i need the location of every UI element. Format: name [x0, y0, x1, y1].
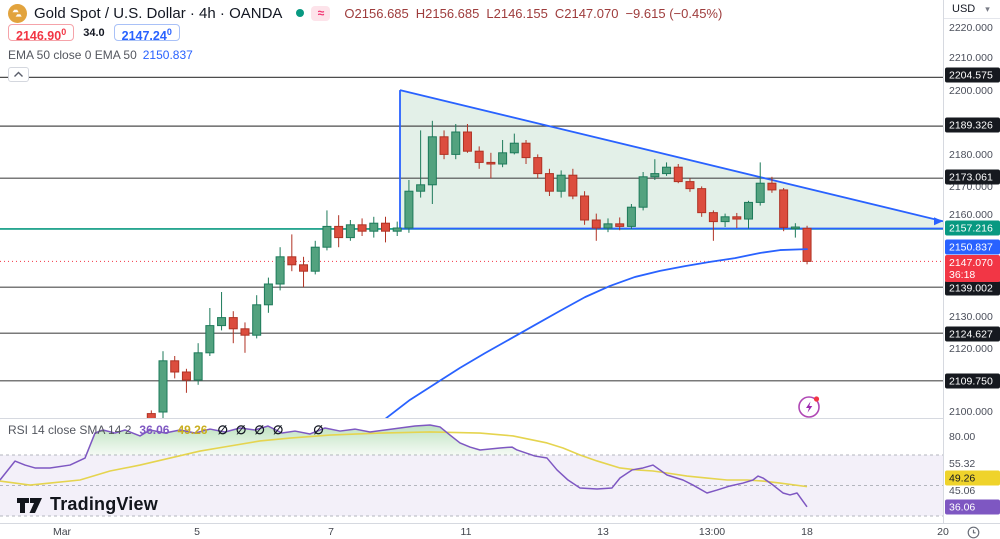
chevron-up-icon: [14, 71, 23, 77]
price-badge: 2189.326: [945, 117, 1000, 133]
collapse-legend-button[interactable]: [8, 67, 29, 82]
ema-legend-value: 2150.837: [142, 48, 193, 62]
price-badge: 2124.627: [945, 326, 1000, 342]
rsi-legend[interactable]: RSI 14 close SMA 14 2 36.06 49.26 ∅ ∅ ∅ ∅ ∅: [8, 423, 324, 437]
market-status-dot[interactable]: [296, 9, 305, 17]
chevron-down-icon: ▾: [985, 3, 990, 14]
tradingview-logo-text: TradingView: [50, 494, 158, 514]
price-badge: 2204.575: [945, 67, 1000, 83]
forecast-icon[interactable]: ≈: [311, 5, 331, 21]
symbol-title[interactable]: Gold Spot / U.S. Dollar · 4h · OANDA: [34, 4, 283, 22]
price-axis-label: 2200.000: [949, 85, 993, 97]
time-axis-label: Mar: [52, 526, 72, 538]
rsi-legend-values: 36.06 49.26 ∅ ∅ ∅ ∅ ∅: [139, 423, 323, 437]
sell-button[interactable]: 2146.900: [8, 24, 75, 43]
rsi-legend-value: ∅: [235, 423, 247, 437]
flash-alert-button[interactable]: [797, 394, 822, 419]
main-chart[interactable]: [0, 0, 943, 523]
time-axis-label: 18: [801, 526, 813, 538]
price-axis-label: 2210.000: [949, 52, 993, 64]
price-badge: 49.26: [945, 470, 1000, 486]
last-price-badge: 2147.070 36:18: [945, 255, 1000, 282]
rsi-legend-value: ∅: [254, 423, 265, 437]
ohlc-change: −9.615 (−0.45%): [625, 5, 723, 21]
spread-value: 34.0: [83, 26, 105, 39]
ohlc-close: C2147.070: [554, 5, 619, 21]
tradingview-mark-icon: [17, 497, 42, 513]
time-axis-label: 13: [597, 526, 609, 538]
time-axis[interactable]: Mar 5 7 11 13 13:00 18 20: [0, 523, 1000, 539]
buy-button[interactable]: 2147.240: [113, 24, 180, 43]
rsi-legend-value: 36.06: [139, 423, 170, 437]
tradingview-logo[interactable]: TradingView: [16, 494, 158, 515]
ohlc-low: L2146.155: [486, 5, 548, 21]
price-badge: 2139.002: [945, 280, 1000, 296]
rsi-legend-value: 49.26: [177, 423, 208, 437]
price-axis-label: 2100.000: [949, 406, 993, 418]
time-axis-label: 7: [328, 526, 334, 538]
time-axis-label: 20: [937, 526, 949, 538]
symbol-logo-gold-icon: [8, 3, 27, 23]
timezone-clock-icon[interactable]: [967, 526, 980, 539]
ohlc-open: O2156.685: [344, 5, 409, 21]
time-axis-label: 5: [194, 526, 200, 538]
time-axis-label: 13:00: [698, 526, 726, 538]
price-badge: 36.06: [945, 499, 1000, 515]
price-axis-label: 55.32: [949, 458, 976, 470]
price-axis-label: 2160.000: [949, 209, 993, 221]
ema-legend-title: EMA 50 close 0 EMA 50: [8, 48, 137, 62]
currency-label: USD: [952, 3, 976, 15]
last-price-value: 2147.070: [949, 256, 993, 269]
ema-legend[interactable]: EMA 50 close 0 EMA 50 2150.837: [8, 48, 193, 62]
rsi-legend-value: ∅: [313, 423, 324, 437]
price-axis-label: 80.00: [949, 431, 976, 443]
price-axis-label: 2220.000: [949, 22, 993, 34]
price-axis-label: 2120.000: [949, 343, 993, 355]
price-badge: 2173.061: [945, 169, 1000, 185]
currency-selector[interactable]: USD ▾: [944, 0, 1000, 19]
price-badge: 2157.216: [945, 220, 1000, 236]
price-badge: 2109.750: [945, 373, 1000, 389]
rsi-legend-value: ∅: [217, 423, 228, 437]
ohlc-high: H2156.685: [415, 5, 480, 21]
lightning-icon: [798, 396, 820, 418]
bar-countdown: 36:18: [949, 268, 976, 281]
price-axis-label: 2180.000: [949, 149, 993, 161]
price-axis-label: 45.06: [949, 485, 976, 497]
ohlc-readout: O2156.685 H2156.685 L2146.155 C2147.070 …: [344, 6, 722, 21]
rsi-legend-title: RSI 14 close SMA 14 2: [8, 423, 132, 437]
pane-separator[interactable]: [0, 418, 1000, 419]
time-axis-label: 11: [460, 526, 472, 538]
price-badge: 2150.837: [945, 239, 1000, 255]
price-axis-label: 2130.000: [949, 311, 993, 323]
rsi-legend-value: ∅: [272, 423, 284, 437]
price-axis[interactable]: USD ▾ 2220.000 2210.000 2200.000 2180.000 21…: [943, 0, 1000, 523]
